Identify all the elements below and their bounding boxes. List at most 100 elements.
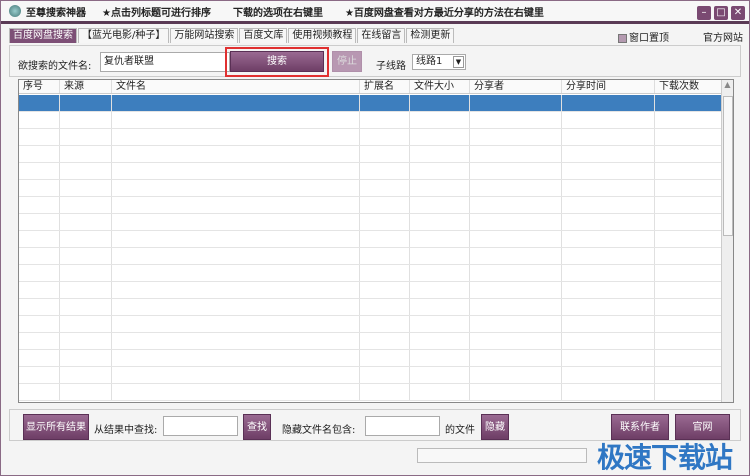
table-cell <box>360 146 410 162</box>
tab-bar: 百度网盘搜索 【蓝光电影/种子】 万能网站搜索 百度文库 使用视频教程 在线留言… <box>9 28 455 43</box>
hide-input[interactable] <box>365 416 440 436</box>
table-row[interactable] <box>19 282 722 299</box>
table-row[interactable] <box>19 214 722 231</box>
table-cell <box>410 316 470 332</box>
scroll-thumb[interactable] <box>723 96 733 236</box>
table-cell <box>470 163 562 179</box>
line-select[interactable]: 线路1 ▼ <box>412 54 466 70</box>
column-header[interactable]: 文件名 <box>112 80 360 93</box>
tab-bluray[interactable]: 【蓝光电影/种子】 <box>78 28 170 43</box>
table-cell <box>470 350 562 366</box>
table-cell <box>112 282 360 298</box>
table-row[interactable] <box>19 146 722 163</box>
table-cell <box>470 214 562 230</box>
table-row[interactable] <box>19 299 722 316</box>
table-cell <box>360 248 410 264</box>
table-row[interactable] <box>19 95 722 112</box>
table-cell <box>60 112 112 128</box>
tab-update[interactable]: 检测更新 <box>406 28 455 43</box>
column-header[interactable]: 扩展名 <box>360 80 410 93</box>
table-cell <box>360 95 410 111</box>
table-cell <box>562 214 655 230</box>
table-cell <box>470 180 562 196</box>
table-cell <box>470 367 562 383</box>
table-row[interactable] <box>19 231 722 248</box>
contact-author-button[interactable]: 联系作者 <box>611 414 669 440</box>
table-cell <box>19 95 60 111</box>
table-row[interactable] <box>19 163 722 180</box>
maximize-icon[interactable]: □ <box>714 6 728 20</box>
column-header[interactable]: 下载次数 <box>655 80 722 93</box>
table-cell <box>655 95 722 111</box>
table-cell <box>655 299 722 315</box>
column-header[interactable]: 分享者 <box>470 80 562 93</box>
hide-button[interactable]: 隐藏 <box>481 414 509 440</box>
chevron-down-icon[interactable]: ▼ <box>453 56 464 68</box>
tab-baidu-wenku[interactable]: 百度文库 <box>239 28 288 43</box>
table-row[interactable] <box>19 248 722 265</box>
table-row[interactable] <box>19 333 722 350</box>
table-row[interactable] <box>19 180 722 197</box>
watermark-logo: 极速下载站 <box>597 441 733 474</box>
table-cell <box>19 299 60 315</box>
column-header[interactable]: 来源 <box>60 80 112 93</box>
results-table: 序号 来源 文件名 扩展名 文件大小 分享者 分享时间 下载次数 ▲ <box>18 79 734 403</box>
column-header[interactable]: 序号 <box>19 80 60 93</box>
app-title: 至尊搜索神器 <box>26 7 86 19</box>
table-row[interactable] <box>19 197 722 214</box>
tab-video-tutorial[interactable]: 使用视频教程 <box>288 28 357 43</box>
official-site-button[interactable]: 官网 <box>675 414 730 440</box>
table-cell <box>60 265 112 281</box>
table-cell <box>562 95 655 111</box>
table-cell <box>112 350 360 366</box>
tip-share: ★百度网盘查看对方最近分享的方法在右键里 <box>344 7 544 19</box>
find-label: 从结果中查找: <box>94 425 158 436</box>
table-cell <box>470 248 562 264</box>
table-cell <box>360 384 410 400</box>
table-cell <box>19 265 60 281</box>
table-row[interactable] <box>19 384 722 401</box>
pin-label: 窗口置顶 <box>629 33 669 44</box>
table-cell <box>360 350 410 366</box>
table-cell <box>655 146 722 162</box>
table-row[interactable] <box>19 112 722 129</box>
table-cell <box>360 367 410 383</box>
table-cell <box>470 112 562 128</box>
close-icon[interactable]: ✕ <box>731 6 745 20</box>
table-cell <box>360 231 410 247</box>
pin-window-checkbox[interactable]: 窗口置顶 <box>618 29 669 44</box>
column-header[interactable]: 分享时间 <box>562 80 655 93</box>
table-row[interactable] <box>19 265 722 282</box>
show-all-button[interactable]: 显示所有结果 <box>23 414 89 440</box>
vertical-scrollbar[interactable]: ▲ <box>721 80 733 402</box>
find-button[interactable]: 查找 <box>243 414 271 440</box>
table-cell <box>655 333 722 349</box>
tip-download: 下载的选项在右键里 <box>232 7 323 19</box>
column-header[interactable]: 文件大小 <box>410 80 470 93</box>
table-row[interactable] <box>19 367 722 384</box>
table-cell <box>60 248 112 264</box>
minimize-icon[interactable]: – <box>697 6 711 20</box>
table-cell <box>562 197 655 213</box>
table-header: 序号 来源 文件名 扩展名 文件大小 分享者 分享时间 下载次数 <box>19 80 722 94</box>
official-site-link[interactable]: 官方网站 <box>703 33 743 44</box>
tab-baidu-pan[interactable]: 百度网盘搜索 <box>9 28 77 43</box>
table-cell <box>60 95 112 111</box>
tab-message[interactable]: 在线留言 <box>357 28 406 43</box>
stop-button[interactable]: 停止 <box>332 51 362 72</box>
scroll-up-icon[interactable]: ▲ <box>724 80 731 89</box>
table-cell <box>360 214 410 230</box>
search-input[interactable]: 复仇者联盟 <box>100 52 230 72</box>
table-row[interactable] <box>19 316 722 333</box>
table-cell <box>562 350 655 366</box>
checkbox-icon[interactable] <box>618 33 627 43</box>
search-button[interactable]: 搜索 <box>230 51 324 72</box>
table-cell <box>360 180 410 196</box>
find-input[interactable] <box>163 416 238 436</box>
table-cell <box>112 146 360 162</box>
table-row[interactable] <box>19 350 722 367</box>
table-row[interactable] <box>19 129 722 146</box>
search-group: 欲搜索的文件名: 复仇者联盟 搜索 停止 子线路 线路1 ▼ <box>9 45 741 77</box>
tab-web-search[interactable]: 万能网站搜索 <box>170 28 239 43</box>
table-cell <box>655 197 722 213</box>
